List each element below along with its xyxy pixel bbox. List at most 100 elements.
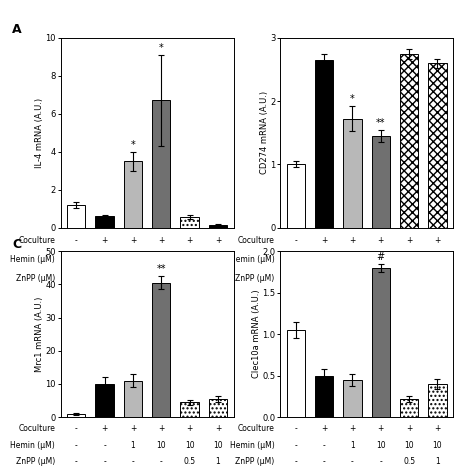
Text: -: - [323, 255, 325, 264]
Text: 1: 1 [131, 255, 135, 264]
Text: *: * [159, 43, 163, 53]
Text: -: - [379, 274, 382, 283]
Text: +: + [321, 424, 327, 433]
Text: +: + [215, 237, 221, 245]
Y-axis label: Clec10a mRNA (A.U.): Clec10a mRNA (A.U.) [252, 290, 261, 378]
Text: 10: 10 [185, 255, 194, 264]
Text: ZnPP (μM): ZnPP (μM) [235, 274, 275, 283]
Bar [180, 402, 199, 417]
Text: -: - [75, 237, 78, 245]
Text: +: + [378, 237, 384, 245]
Bar [428, 384, 446, 417]
Bar [209, 399, 227, 417]
Text: +: + [215, 424, 221, 433]
Text: **: ** [376, 118, 385, 128]
Text: 1: 1 [350, 441, 355, 450]
Text: A: A [12, 23, 22, 36]
Text: ZnPP (μM): ZnPP (μM) [16, 274, 55, 283]
Text: +: + [434, 237, 440, 245]
Bar [95, 216, 114, 228]
Text: *: * [131, 140, 135, 150]
Text: -: - [323, 274, 325, 283]
Text: +: + [349, 424, 355, 433]
Y-axis label: CD274 mRNA (A.U.): CD274 mRNA (A.U.) [260, 91, 269, 174]
Text: *: * [350, 94, 355, 104]
Text: -: - [379, 457, 382, 466]
Text: 10: 10 [376, 255, 386, 264]
Text: 10: 10 [185, 441, 194, 450]
Text: 10: 10 [404, 441, 414, 450]
Y-axis label: Mrc1 mRNA (A.U.): Mrc1 mRNA (A.U.) [35, 296, 44, 372]
Text: Coculture: Coculture [18, 237, 55, 245]
Text: 10: 10 [432, 441, 442, 450]
Text: 10: 10 [156, 255, 166, 264]
Text: +: + [186, 424, 193, 433]
Y-axis label: IL-4 mRNA (A.U.): IL-4 mRNA (A.U.) [35, 98, 44, 168]
Text: Coculture: Coculture [238, 424, 275, 433]
Text: +: + [130, 237, 136, 245]
Text: **: ** [156, 264, 166, 274]
Text: ZnPP (μM): ZnPP (μM) [16, 457, 55, 466]
Text: -: - [294, 255, 297, 264]
Text: 0.5: 0.5 [403, 457, 415, 466]
Text: 0.5: 0.5 [403, 274, 415, 283]
Text: -: - [75, 255, 78, 264]
Bar [152, 100, 170, 228]
Text: -: - [160, 274, 163, 283]
Text: +: + [186, 237, 193, 245]
Bar [372, 136, 390, 228]
Bar [343, 380, 361, 417]
Text: +: + [130, 424, 136, 433]
Bar [372, 268, 390, 417]
Text: Coculture: Coculture [18, 424, 55, 433]
Bar [124, 381, 142, 417]
Bar [400, 54, 418, 228]
Text: 10: 10 [213, 441, 223, 450]
Text: -: - [351, 457, 354, 466]
Text: 1: 1 [131, 441, 135, 450]
Bar [287, 164, 305, 228]
Text: +: + [349, 237, 355, 245]
Text: +: + [101, 237, 108, 245]
Text: -: - [75, 457, 78, 466]
Bar [95, 384, 114, 417]
Text: -: - [132, 457, 134, 466]
Text: 10: 10 [432, 255, 442, 264]
Text: Hemin (μM): Hemin (μM) [10, 255, 55, 264]
Text: Hemin (μM): Hemin (μM) [230, 441, 275, 450]
Bar [124, 161, 142, 228]
Text: Hemin (μM): Hemin (μM) [10, 441, 55, 450]
Text: 1: 1 [435, 457, 440, 466]
Text: +: + [321, 237, 327, 245]
Bar [400, 399, 418, 417]
Text: +: + [101, 424, 108, 433]
Text: -: - [103, 274, 106, 283]
Text: ZnPP (μM): ZnPP (μM) [235, 457, 275, 466]
Text: -: - [132, 274, 134, 283]
Text: 1: 1 [350, 255, 355, 264]
Text: 10: 10 [404, 255, 414, 264]
Text: Hemin (μM): Hemin (μM) [230, 255, 275, 264]
Bar [180, 217, 199, 228]
Bar [315, 375, 333, 417]
Text: -: - [75, 441, 78, 450]
Text: -: - [75, 424, 78, 433]
Text: -: - [294, 457, 297, 466]
Bar [343, 119, 361, 228]
Text: Coculture: Coculture [238, 237, 275, 245]
Text: -: - [323, 441, 325, 450]
Bar [428, 63, 446, 228]
Text: +: + [158, 237, 164, 245]
Text: +: + [434, 424, 440, 433]
Bar [315, 60, 333, 228]
Bar [209, 225, 227, 228]
Text: #: # [377, 252, 385, 262]
Text: 1: 1 [216, 457, 220, 466]
Text: C: C [12, 238, 21, 251]
Text: -: - [160, 457, 163, 466]
Text: 0.5: 0.5 [184, 274, 196, 283]
Bar [287, 330, 305, 417]
Text: -: - [103, 457, 106, 466]
Text: 10: 10 [156, 441, 166, 450]
Bar [67, 414, 85, 417]
